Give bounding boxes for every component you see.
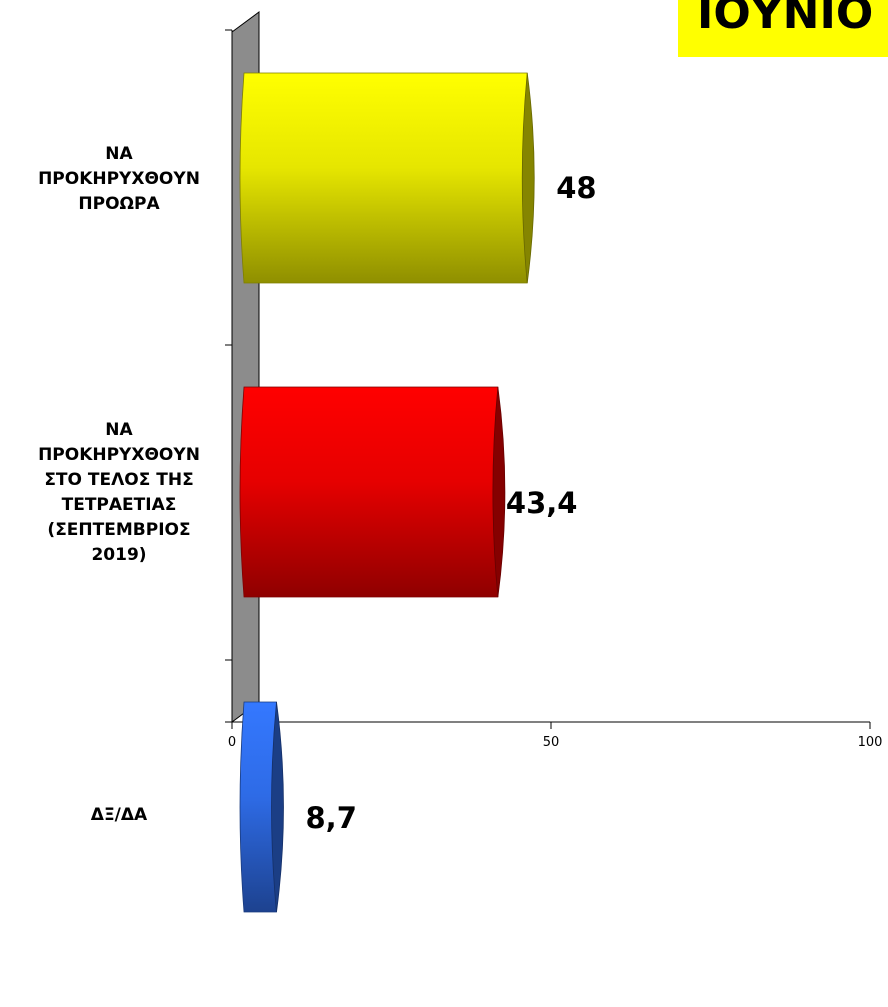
bar-end-cap xyxy=(492,386,506,598)
bar xyxy=(239,386,499,598)
period-badge: ΙΟΥΝΙΟ xyxy=(678,0,888,57)
category-label: ΝΑ ΠΡΟΚΗΡΥΧΘΟΥΝ ΣΤΟ ΤΕΛΟΣ ΤΗΣ ΤΕΤΡΑΕΤΙΑΣ… xyxy=(38,420,200,565)
bar-value-label: 43,4 xyxy=(506,486,578,520)
bar-value-label: 48 xyxy=(556,171,596,205)
x-tick-label: 100 xyxy=(858,735,883,750)
bar xyxy=(239,701,277,913)
x-tick-label: 0 xyxy=(228,735,236,750)
bar xyxy=(239,72,528,284)
period-badge-text: ΙΟΥΝΙΟ xyxy=(697,0,874,39)
category-label: ΔΞ/ΔΑ xyxy=(90,805,148,825)
bar-value-label: 8,7 xyxy=(306,801,357,835)
bar-end-cap xyxy=(271,701,284,913)
x-tick-label: 50 xyxy=(543,735,560,750)
category-label: ΝΑ ΠΡΟΚΗΡΥΧΘΟΥΝ ΠΡΟΩΡΑ xyxy=(38,144,200,214)
bar-end-cap xyxy=(521,72,535,284)
